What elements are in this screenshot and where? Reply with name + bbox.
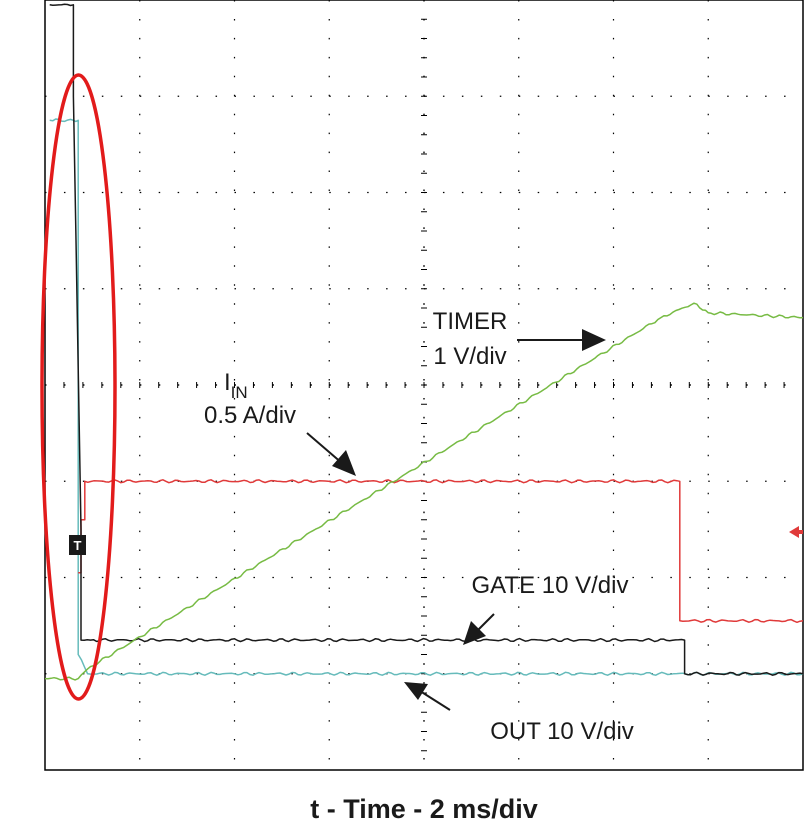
highlight-ellipse: [40, 73, 117, 701]
annotation-iin-sub: IN: [231, 383, 248, 402]
arrow-gate: [463, 613, 495, 645]
annotation-timer-scale: 1 V/div: [433, 343, 506, 370]
x-axis-label: t - Time - 2 ms/div: [310, 794, 538, 824]
series-timer-line: [44, 302, 804, 681]
annotation-gate: GATE 10 V/div: [472, 572, 629, 599]
arrow-iin: [306, 432, 356, 476]
level-marker-arrow: [789, 526, 803, 538]
arrow-timer: [517, 329, 606, 351]
annotation-out: OUT 10 V/div: [490, 718, 634, 745]
trigger-label: T: [74, 538, 82, 553]
annotation-timer: TIMER: [433, 308, 508, 335]
series-gate-line: [49, 3, 804, 676]
annotation-iin: IIN: [224, 369, 248, 402]
series-out-line: [49, 118, 804, 676]
annotation-iin-name: I: [224, 369, 231, 396]
series-iin-line: [78, 479, 804, 624]
traces: [44, 3, 804, 681]
arrow-out: [404, 682, 451, 711]
trigger-marker: T: [69, 535, 86, 555]
annotation-iin-scale: 0.5 A/div: [204, 402, 296, 429]
